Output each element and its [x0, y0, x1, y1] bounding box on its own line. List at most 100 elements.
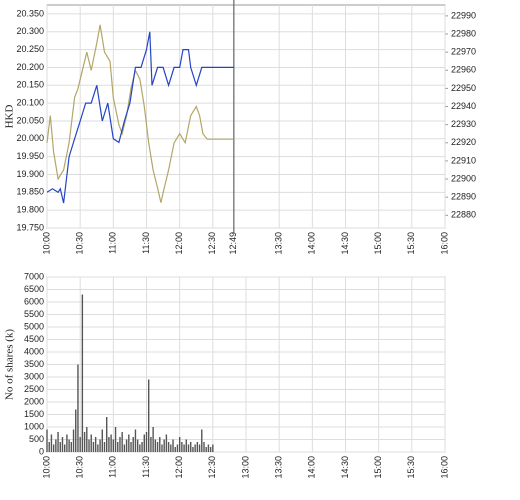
y-tick-label: 20.150	[16, 80, 44, 90]
x-tick-label: 13:30	[274, 456, 284, 479]
x-tick-label: 12:30	[207, 232, 217, 255]
volume-bar	[201, 429, 203, 452]
y-tick-label: 19.850	[16, 187, 44, 197]
x-tick-label: 14:30	[340, 232, 350, 255]
y-tick-label: 19.750	[16, 222, 44, 232]
volume-bar	[148, 379, 150, 452]
y2-tick-label: 22880	[451, 210, 476, 220]
y2-tick-label: 22980	[451, 28, 476, 38]
volume-bar	[68, 439, 70, 452]
volume-bar	[77, 364, 79, 452]
volume-bar	[101, 429, 103, 452]
x-tick-label: 10:00	[41, 232, 51, 255]
y2-tick-label: 22970	[451, 47, 476, 57]
volume-bar	[196, 442, 199, 452]
y-tick-label: 20.050	[16, 115, 44, 125]
y-tick-label: 19.800	[16, 205, 44, 215]
volume-bar	[99, 439, 101, 452]
y-tick-label: 20.200	[16, 62, 44, 72]
x-tick-label: 10:00	[41, 456, 51, 479]
x-tick-label: 16:00	[439, 232, 449, 255]
y-tick-label: 6500	[24, 284, 44, 294]
volume-bar	[57, 432, 59, 452]
x-tick-label: 11:00	[108, 456, 118, 478]
x-tick-label: 15:30	[406, 232, 416, 255]
volume-bar	[187, 444, 190, 452]
volume-bar	[50, 434, 53, 452]
volume-bar	[55, 439, 57, 452]
y-tick-label: 20.350	[16, 8, 44, 18]
x-tick-label: 13:30	[274, 232, 284, 255]
y2-tick-label: 22930	[451, 119, 476, 129]
volume-bar	[90, 434, 92, 452]
volume-bar	[141, 442, 143, 452]
volume-bar	[66, 434, 68, 452]
volume-bar	[46, 429, 48, 452]
volume-bar	[212, 444, 214, 452]
y2-tick-label: 22990	[451, 10, 476, 20]
volume-bar	[139, 444, 141, 452]
volume-bar	[88, 439, 90, 452]
y2-tick-label: 22940	[451, 101, 476, 111]
x-tick-label: 11:30	[141, 232, 151, 254]
y2-tick-label: 22890	[451, 192, 476, 202]
x-tick-label: 13:00	[240, 456, 250, 479]
y-tick-label: 20.300	[16, 26, 44, 36]
series-line	[46, 24, 234, 203]
volume-bar	[83, 432, 86, 452]
volume-bar	[165, 434, 168, 452]
volume-bar	[72, 429, 75, 452]
y-tick-label: 500	[29, 434, 44, 444]
volume-bar	[92, 442, 95, 452]
volume-bar	[112, 439, 115, 452]
y-axis-title: No of shares (k)	[4, 329, 16, 401]
volume-bar	[190, 442, 192, 452]
y-tick-label: 20.000	[16, 133, 44, 143]
series-line	[46, 31, 234, 204]
y2-tick-label: 22900	[451, 173, 476, 183]
x-tick-label: 15:00	[373, 456, 383, 479]
x-tick-label: 14:30	[340, 456, 350, 479]
x-tick-label: 16:00	[439, 456, 449, 479]
volume-bar	[61, 437, 64, 452]
x-tick-label: 12:49	[228, 232, 238, 255]
y-tick-label: 3500	[24, 359, 44, 369]
y2-tick-label: 22910	[451, 155, 476, 165]
volume-bar	[198, 444, 201, 452]
volume-bar	[203, 442, 205, 452]
volume-bar	[119, 437, 121, 452]
volume-bar	[136, 439, 139, 452]
volume-bar	[209, 447, 212, 452]
volume-bar	[81, 294, 84, 452]
volume-bar	[154, 439, 157, 452]
volume-bar	[156, 442, 159, 452]
volume-bar	[70, 442, 73, 452]
volume-bar	[130, 442, 132, 452]
volume-bar	[132, 437, 134, 452]
x-tick-label: 14:00	[307, 456, 317, 479]
y-tick-label: 19.900	[16, 169, 44, 179]
volume-bar	[178, 437, 181, 452]
volume-bar	[207, 444, 210, 452]
y-tick-label: 5000	[24, 321, 44, 331]
volume-bar	[194, 444, 196, 452]
volume-bar	[143, 434, 145, 452]
volume-bar	[114, 427, 117, 452]
volume-bar	[205, 447, 207, 452]
volume-bar	[170, 444, 172, 452]
x-tick-label: 12:30	[207, 456, 217, 479]
volume-bar	[121, 432, 123, 452]
y2-tick-label: 22950	[451, 83, 476, 93]
x-tick-label: 11:30	[141, 456, 151, 478]
volume-bar	[172, 439, 174, 452]
volume-bar	[174, 447, 176, 452]
volume-bar	[52, 444, 55, 452]
volume-bar	[176, 444, 179, 452]
volume-bar	[159, 437, 161, 452]
volume-bar	[106, 417, 108, 452]
volume-bar	[97, 444, 99, 452]
y-tick-label: 3000	[24, 371, 44, 381]
y-tick-label: 20.250	[16, 44, 44, 54]
volume-bar	[79, 437, 81, 452]
